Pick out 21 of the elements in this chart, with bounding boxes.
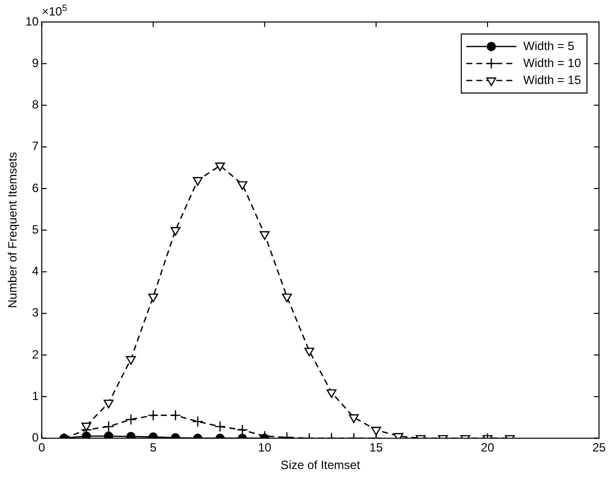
- y-tick-label: 4: [32, 264, 40, 278]
- x-tick-label: 15: [369, 440, 384, 455]
- y-tick-label: 3: [32, 306, 40, 320]
- x-tick-label: 25: [592, 440, 606, 455]
- y-tick-label: 8: [32, 98, 40, 112]
- y-tick-label: 0: [32, 430, 40, 445]
- x-tick-label: 10: [258, 440, 272, 455]
- x-tick-label: 20: [480, 440, 495, 455]
- legend-label: Width = 10: [523, 56, 582, 70]
- y-axis-title: Number of Frequent Itemsets: [6, 152, 20, 308]
- x-tick-label: 5: [150, 440, 157, 455]
- y-tick-label: 5: [32, 222, 40, 236]
- y-tick-label: 1: [32, 388, 40, 403]
- legend-label: Width = 15: [523, 72, 582, 87]
- y-tick-label: 10: [25, 14, 40, 28]
- y-tick-label: 7: [32, 139, 40, 154]
- y-tick-label: 2: [32, 347, 40, 362]
- y-tick-label: 6: [32, 180, 40, 195]
- legend-label: Width = 5: [523, 38, 575, 53]
- x-axis-title: Size of Itemset: [280, 458, 361, 472]
- y-tick-label: 9: [32, 56, 40, 70]
